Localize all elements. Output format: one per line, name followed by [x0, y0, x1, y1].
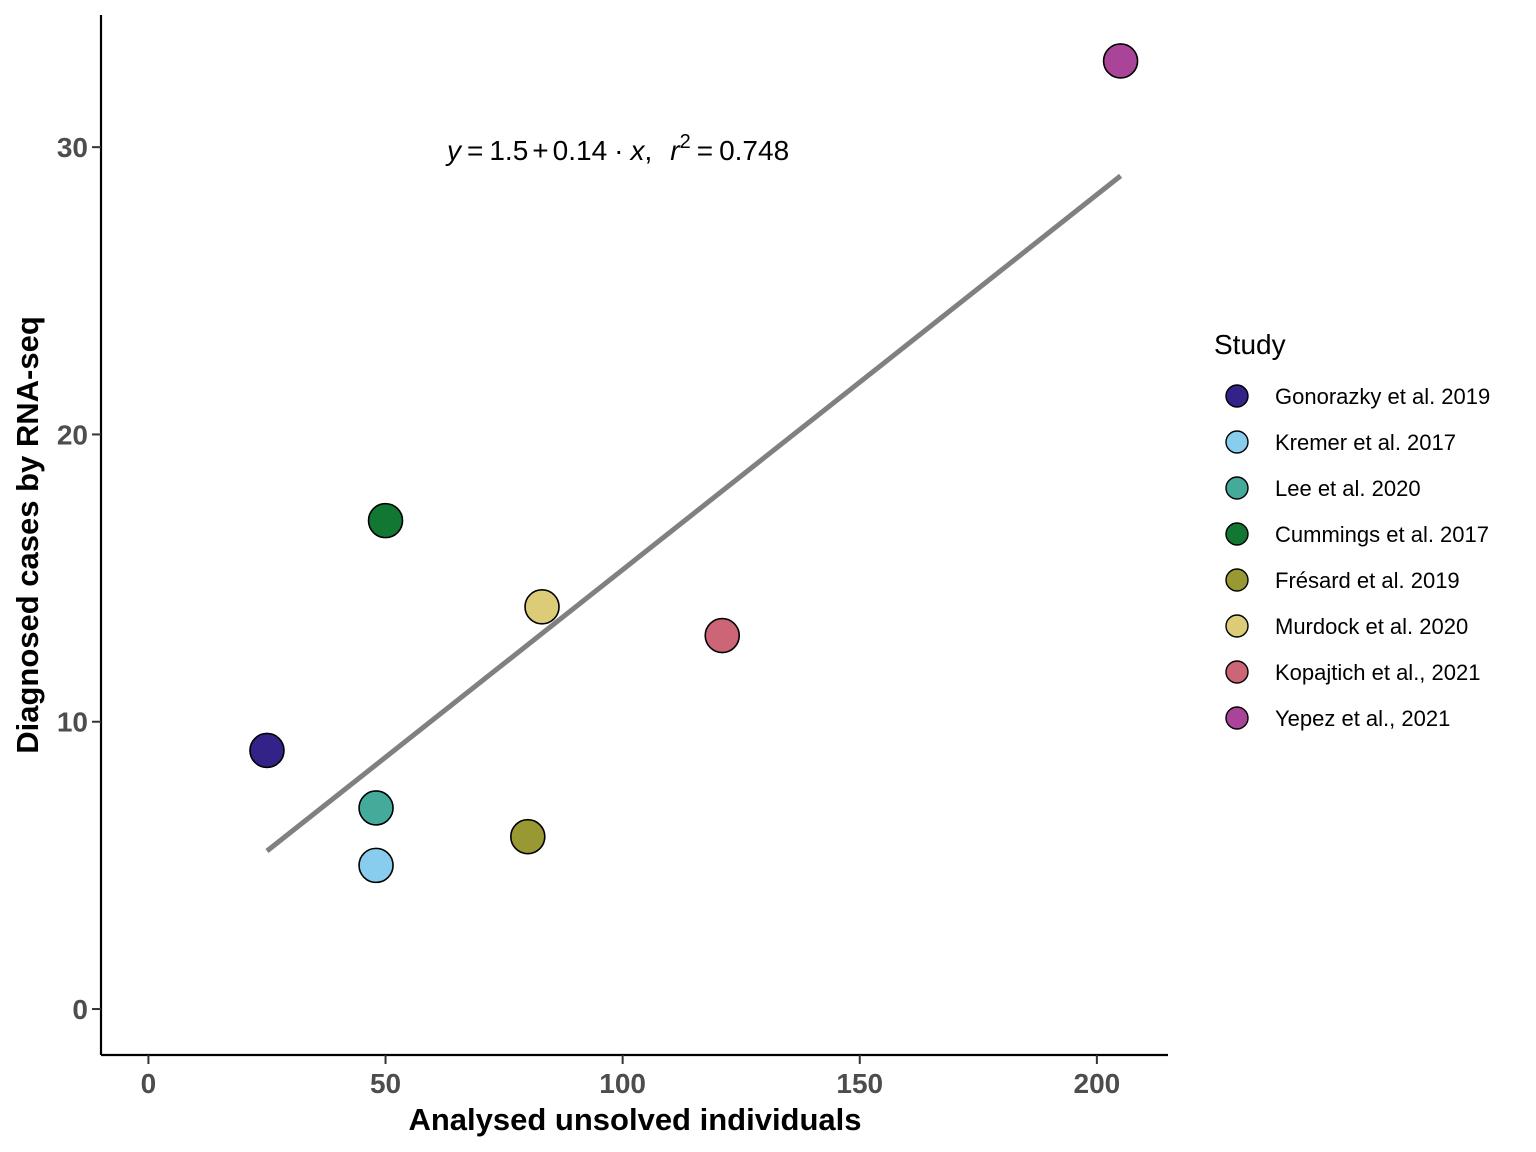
legend-items: Gonorazky et al. 2019 Kremer et al. 2017 L…	[1225, 384, 1490, 731]
legend: Study Gonorazky et al. 2019 Kremer et al.…	[1214, 329, 1490, 731]
regression-equation: y = 1.5 +0.14 · x, r2 = 0.748	[445, 131, 789, 166]
legend-label: Lee et al. 2020	[1275, 476, 1421, 501]
y-tick-label: 30	[57, 132, 88, 163]
data-point	[1102, 43, 1139, 79]
legend-label: Gonorazky et al. 2019	[1275, 384, 1490, 409]
legend-swatch	[1225, 384, 1249, 408]
data-point	[358, 790, 394, 826]
legend-swatch	[1225, 614, 1249, 638]
legend-title: Study	[1214, 329, 1286, 360]
legend-label: Kopajtich et al., 2021	[1275, 660, 1480, 685]
data-point	[358, 847, 394, 884]
legend-swatch	[1225, 476, 1249, 500]
x-tick-label: 0	[141, 1068, 157, 1099]
legend-label: Kremer et al. 2017	[1275, 430, 1456, 455]
legend-swatch	[1225, 522, 1249, 546]
y-tick-label: 10	[57, 707, 88, 738]
y-ticks: 0 10 20 30	[57, 132, 101, 1025]
x-axis-title: Analysed unsolved individuals	[408, 1102, 861, 1137]
y-tick-label: 20	[57, 419, 88, 450]
x-tick-label: 150	[836, 1068, 883, 1099]
y-tick-label: 0	[72, 994, 88, 1025]
legend-label: Yepez et al., 2021	[1275, 706, 1450, 731]
axes	[99, 15, 1168, 1057]
data-point	[249, 732, 285, 769]
legend-label: Murdock et al. 2020	[1275, 614, 1468, 639]
x-tick-label: 50	[370, 1068, 401, 1099]
x-ticks: 0 50 100 150 200	[141, 1055, 1121, 1099]
data-point	[367, 502, 404, 539]
legend-label: Cummings et al. 2017	[1275, 522, 1489, 547]
y-axis-title: Diagnosed cases by RNA-seq	[10, 316, 45, 754]
legend-label: Frésard et al. 2019	[1275, 568, 1460, 593]
regression-line	[265, 173, 1123, 853]
x-tick-label: 100	[599, 1068, 646, 1099]
data-point	[704, 617, 741, 654]
legend-swatch	[1225, 568, 1249, 592]
data-point	[524, 589, 560, 625]
data-points	[249, 43, 1139, 884]
legend-swatch	[1225, 706, 1249, 730]
x-tick-label: 200	[1074, 1068, 1121, 1099]
legend-swatch	[1225, 430, 1249, 454]
data-point	[509, 818, 546, 855]
legend-swatch	[1225, 660, 1249, 684]
